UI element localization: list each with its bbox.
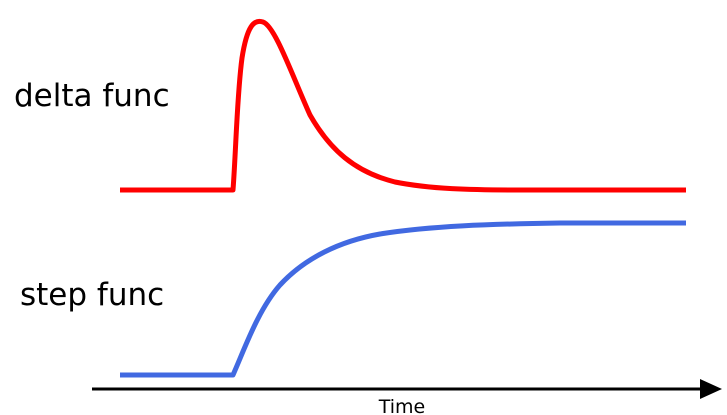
time-axis-label: Time (378, 396, 426, 415)
step-func-label: step func (20, 277, 164, 313)
delta-func-label: delta func (14, 78, 170, 114)
step-response-curve (120, 220, 686, 378)
delta-response-curve (120, 18, 686, 193)
time-axis-arrowhead (700, 379, 722, 399)
